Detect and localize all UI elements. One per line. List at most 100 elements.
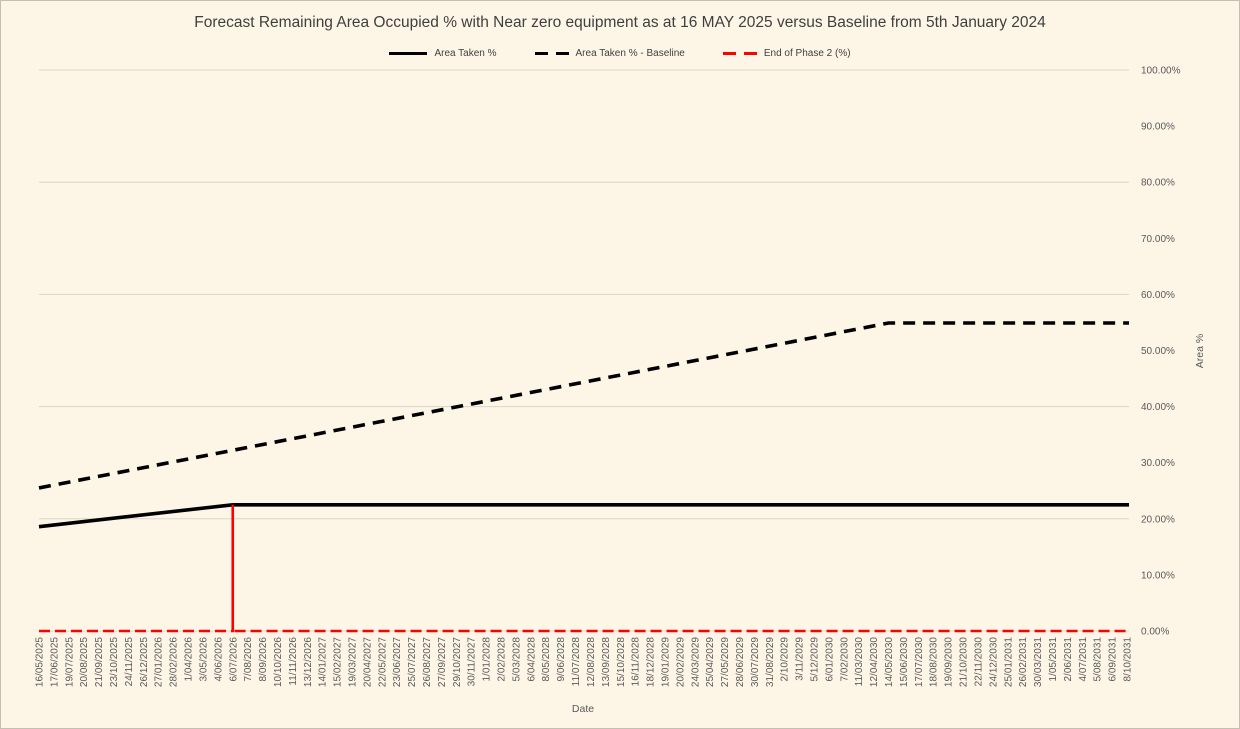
x-tick-label: 21/10/2030 <box>959 637 970 687</box>
x-tick-label: 5/08/2031 <box>1093 637 1104 682</box>
x-tick-label: 26/12/2025 <box>139 637 150 687</box>
x-tick-label: 2/02/2028 <box>497 637 508 682</box>
x-tick-label: 30/03/2031 <box>1033 637 1044 687</box>
series-area-taken <box>38 502 1129 529</box>
x-tick-label: 21/09/2025 <box>94 637 105 687</box>
y-tick-label: 50.00% <box>1141 346 1175 357</box>
x-tick-label: 14/05/2030 <box>884 637 895 687</box>
y-axis-title: Area % <box>1194 334 1206 368</box>
x-tick-label: 26/08/2027 <box>422 637 433 687</box>
x-tick-label: 28/02/2026 <box>169 637 180 687</box>
x-tick-label: 27/01/2026 <box>154 637 165 687</box>
x-tick-label: 11/03/2030 <box>854 637 865 687</box>
x-tick-label: 11/07/2028 <box>571 637 582 687</box>
x-tick-label: 6/04/2028 <box>526 637 537 682</box>
x-tick-label: 13/09/2028 <box>601 637 612 687</box>
x-tick-label: 22/11/2030 <box>973 637 984 687</box>
dash-segment <box>722 51 736 56</box>
x-tick-label: 20/08/2025 <box>79 637 90 687</box>
x-tick-label: 5/12/2029 <box>810 637 821 682</box>
x-tick-label: 23/06/2027 <box>392 637 403 687</box>
x-tick-label: 30/11/2027 <box>467 637 478 687</box>
x-tick-label: 24/03/2029 <box>690 637 701 687</box>
x-tick-label: 13/12/2026 <box>303 637 314 687</box>
x-tick-label: 6/09/2031 <box>1108 637 1119 682</box>
y-tick-label: 20.00% <box>1141 514 1175 525</box>
legend-item-area-taken: Area Taken % <box>389 48 497 59</box>
x-tick-label: 27/05/2029 <box>720 637 731 687</box>
legend-label-end-of-phase-2: End of Phase 2 (%) <box>763 48 851 59</box>
x-tick-label: 12/08/2028 <box>586 637 597 687</box>
y-tick-label: 60.00% <box>1141 290 1175 301</box>
x-tick-label: 18/12/2028 <box>646 637 657 687</box>
y-tick-label: 10.00% <box>1141 570 1175 581</box>
chart-legend: Area Taken % Area Taken % - Baseline End… <box>1 48 1239 59</box>
x-tick-label: 19/09/2030 <box>944 637 955 687</box>
x-tick-label: 12/04/2030 <box>869 637 880 687</box>
x-tick-label: 22/05/2027 <box>377 637 388 687</box>
x-tick-label: 23/10/2025 <box>109 637 120 687</box>
x-tick-label: 19/01/2029 <box>660 637 671 687</box>
y-tick-label: 40.00% <box>1141 402 1175 413</box>
x-tick-label: 1/01/2028 <box>482 637 493 682</box>
x-tick-label: 19/03/2027 <box>347 637 358 687</box>
x-tick-label: 6/07/2026 <box>228 637 239 682</box>
legend-label-baseline: Area Taken % - Baseline <box>575 48 685 59</box>
x-tick-label: 4/06/2026 <box>213 637 224 682</box>
x-tick-label: 25/07/2027 <box>407 637 418 687</box>
y-tick-label: 80.00% <box>1141 178 1175 189</box>
series-area-taken-baseline <box>38 321 1129 490</box>
x-tick-label: 16/05/2025 <box>35 637 46 687</box>
x-tick-label: 28/06/2029 <box>735 637 746 687</box>
series-end-of-phase-2 <box>39 504 1129 633</box>
x-tick-label: 15/06/2030 <box>899 637 910 687</box>
x-tick-label: 27/09/2027 <box>437 637 448 687</box>
x-tick-label: 4/07/2031 <box>1078 637 1089 682</box>
x-tick-label: 8/05/2028 <box>541 637 552 682</box>
legend-item-baseline: Area Taken % - Baseline <box>534 48 685 59</box>
x-tick-label: 3/11/2029 <box>795 637 806 681</box>
y-tick-label: 100.00% <box>1141 66 1181 77</box>
x-tick-label: 7/02/2030 <box>839 637 850 682</box>
x-tick-label: 14/01/2027 <box>318 637 329 687</box>
x-tick-label: 17/07/2030 <box>914 637 925 687</box>
dashed-line-swatch-icon <box>534 51 569 56</box>
x-tick-label: 10/10/2026 <box>273 637 284 687</box>
x-tick-label: 20/02/2029 <box>675 637 686 687</box>
x-tick-label: 8/09/2026 <box>258 637 269 682</box>
x-tick-label: 31/08/2029 <box>765 637 776 687</box>
y-tick-label: 30.00% <box>1141 458 1175 469</box>
legend-item-end-of-phase-2: End of Phase 2 (%) <box>722 48 851 59</box>
dash-segment <box>555 51 569 56</box>
x-tick-label: 15/02/2027 <box>333 637 344 687</box>
x-tick-label: 11/11/2026 <box>288 637 299 686</box>
chart-title: Forecast Remaining Area Occupied % with … <box>194 14 1046 31</box>
x-tick-label: 24/11/2025 <box>124 637 135 687</box>
x-tick-label: 26/02/2031 <box>1018 637 1029 687</box>
x-tick-label: 29/10/2027 <box>452 637 463 687</box>
x-axis-title: Date <box>572 703 594 715</box>
x-tick-label: 1/05/2031 <box>1048 637 1059 682</box>
dash-segment <box>743 51 757 56</box>
x-tick-label: 18/08/2030 <box>929 637 940 687</box>
x-tick-label: 16/11/2028 <box>631 637 642 687</box>
x-tick-label: 1/04/2026 <box>184 637 195 682</box>
x-tick-label: 25/04/2029 <box>705 637 716 687</box>
x-tick-label: 6/01/2030 <box>824 637 835 682</box>
x-tick-label: 17/06/2025 <box>49 637 60 687</box>
x-tick-label: 9/06/2028 <box>556 637 567 682</box>
y-tick-label: 0.00% <box>1141 627 1169 638</box>
x-tick-label: 25/01/2031 <box>1003 637 1014 687</box>
y-tick-label: 90.00% <box>1141 122 1175 133</box>
legend-label-area-taken: Area Taken % <box>434 48 497 59</box>
x-tick-label: 2/06/2031 <box>1063 637 1074 682</box>
x-tick-label: 15/10/2028 <box>616 637 627 687</box>
y-tick-label: 70.00% <box>1141 234 1175 245</box>
x-tick-label: 2/10/2029 <box>780 637 791 682</box>
x-tick-label: 3/05/2026 <box>198 637 209 682</box>
x-tick-label: 30/07/2029 <box>750 637 761 687</box>
x-tick-label: 19/07/2025 <box>64 637 75 687</box>
x-tick-label: 5/03/2028 <box>511 637 522 682</box>
